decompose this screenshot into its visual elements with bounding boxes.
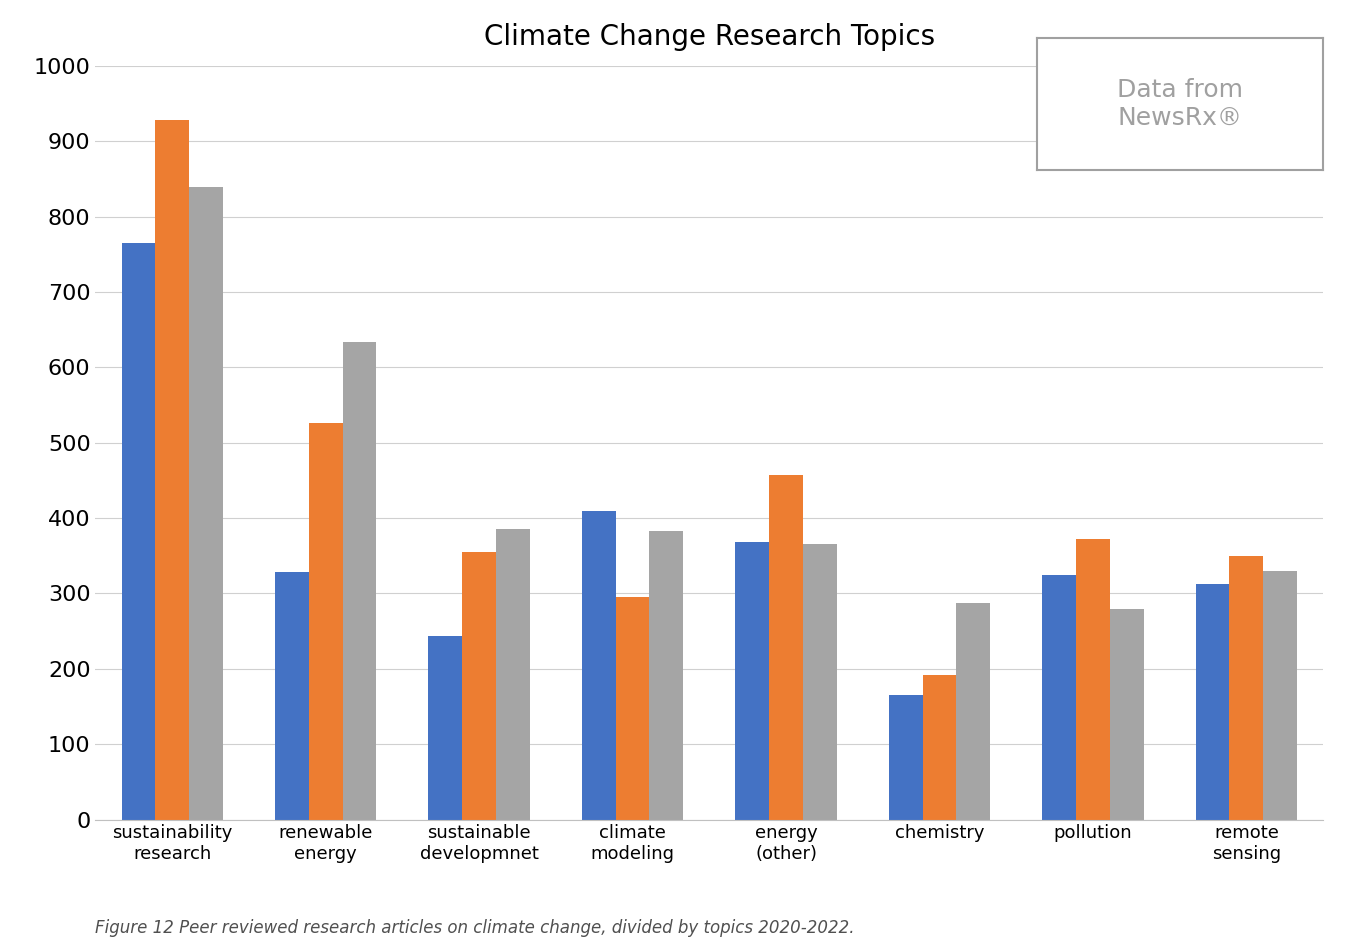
Bar — [1263, 571, 1297, 820]
Bar — [308, 423, 342, 820]
Bar — [121, 243, 155, 820]
Bar — [769, 475, 803, 820]
Bar — [582, 511, 615, 820]
Bar — [649, 531, 683, 820]
Bar — [1110, 609, 1143, 820]
Text: Data from
NewsRx®: Data from NewsRx® — [1117, 78, 1243, 129]
Bar — [735, 543, 769, 820]
Bar — [1196, 584, 1229, 820]
Bar — [803, 544, 836, 820]
Bar — [155, 121, 190, 820]
Bar — [342, 342, 376, 820]
Bar — [956, 603, 990, 820]
Text: Figure 12 Peer reviewed research articles on climate change, divided by topics 2: Figure 12 Peer reviewed research article… — [95, 919, 855, 937]
Bar — [1229, 556, 1263, 820]
Bar — [889, 695, 922, 820]
Bar — [276, 573, 308, 820]
Bar — [1076, 539, 1110, 820]
Bar — [462, 552, 496, 820]
Bar — [190, 187, 222, 820]
Bar — [922, 674, 956, 820]
Bar — [428, 637, 462, 820]
Bar — [615, 597, 649, 820]
Bar — [496, 529, 529, 820]
Title: Climate Change Research Topics: Climate Change Research Topics — [484, 24, 934, 51]
Bar — [1042, 575, 1076, 820]
